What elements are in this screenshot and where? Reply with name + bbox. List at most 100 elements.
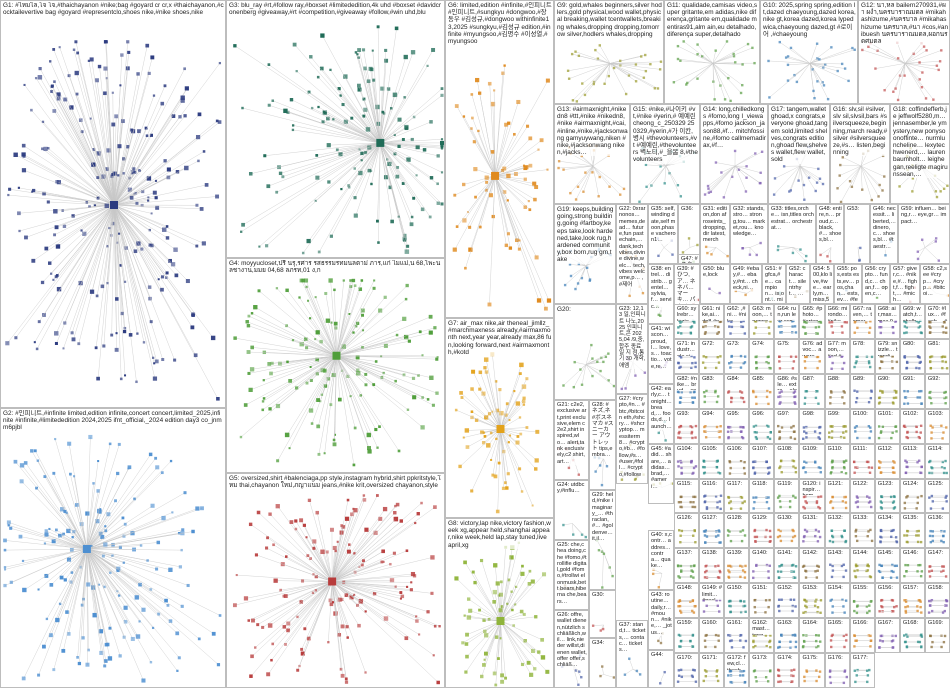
- edge: [336, 280, 375, 356]
- edge: [480, 372, 501, 430]
- edge: [494, 101, 519, 176]
- node: [803, 535, 807, 538]
- edge: [113, 68, 185, 206]
- node: [323, 452, 326, 455]
- edge: [583, 165, 594, 192]
- node: [104, 525, 107, 528]
- node: [291, 124, 295, 127]
- node: [753, 61, 756, 65]
- edge: [331, 510, 356, 582]
- edge: [102, 204, 115, 287]
- node: [766, 435, 770, 439]
- node: [624, 92, 628, 96]
- node: [854, 529, 857, 532]
- node: [466, 597, 471, 601]
- group-label: G30:: [592, 592, 614, 599]
- node: [727, 495, 731, 499]
- node: [284, 555, 288, 558]
- node: [767, 361, 771, 365]
- edge: [39, 77, 115, 206]
- node: [195, 203, 199, 207]
- cluster-graph: [659, 670, 666, 685]
- edge: [860, 165, 885, 177]
- edge: [494, 123, 509, 176]
- node: [546, 298, 552, 303]
- node: [484, 633, 489, 638]
- node: [878, 460, 882, 464]
- node: [243, 403, 248, 407]
- node: [934, 240, 937, 243]
- node: [830, 361, 834, 365]
- node: [902, 575, 906, 578]
- node: [263, 154, 267, 158]
- cluster-graph: [802, 529, 822, 543]
- node: [924, 97, 928, 100]
- node: [855, 355, 858, 358]
- node: [8, 187, 12, 191]
- node: [316, 75, 320, 79]
- cluster-graph: [677, 495, 697, 508]
- edge: [712, 43, 749, 64]
- node: [218, 61, 222, 65]
- edge: [336, 318, 405, 356]
- edge: [454, 175, 496, 196]
- group-panel-g53: G53:: [844, 204, 870, 264]
- node: [741, 565, 744, 568]
- node: [315, 175, 320, 180]
- group-label: G58: c2,see #cryp… #cryp… #bitcoi…: [923, 266, 948, 298]
- node: [361, 346, 364, 349]
- node: [918, 78, 921, 81]
- node: [94, 78, 99, 83]
- node: [178, 565, 183, 569]
- node: [325, 550, 329, 554]
- node: [262, 397, 266, 400]
- node: [607, 74, 610, 78]
- node: [504, 481, 507, 485]
- group-label: G77: moon,… #ad,#… theso…: [827, 340, 848, 356]
- node: [844, 471, 847, 475]
- group-panel-g40: G40: x,contr… addres… contra… quake…: [648, 530, 674, 590]
- node: [115, 297, 119, 301]
- node: [52, 278, 55, 281]
- edge: [113, 204, 120, 234]
- node: [704, 541, 707, 545]
- edge: [492, 354, 501, 430]
- node: [308, 408, 314, 413]
- edge: [86, 548, 134, 640]
- group-label: G89:: [852, 375, 873, 383]
- group-label: G111:: [852, 445, 873, 452]
- cluster-graph: [703, 149, 764, 199]
- node: [680, 569, 683, 573]
- edge: [380, 142, 414, 199]
- node: [400, 594, 405, 599]
- edge: [86, 548, 154, 629]
- node: [690, 460, 693, 463]
- node: [63, 509, 67, 513]
- edge: [68, 548, 88, 634]
- edge: [325, 112, 381, 144]
- group-panel-g11: G11: qualidade,camisas video,super grita…: [664, 0, 760, 104]
- node: [312, 546, 316, 550]
- edge: [76, 93, 115, 206]
- edge: [57, 204, 115, 276]
- edge: [851, 165, 862, 187]
- node: [346, 636, 349, 639]
- node: [585, 266, 589, 270]
- node: [576, 282, 580, 285]
- node: [168, 567, 173, 572]
- node: [755, 402, 758, 405]
- node: [818, 565, 821, 569]
- node: [702, 530, 706, 534]
- node: [918, 436, 921, 439]
- edge: [494, 175, 530, 210]
- group-label: G19: keeps,building going,strong buildin…: [557, 206, 614, 264]
- node: [421, 396, 424, 399]
- edge: [313, 548, 333, 582]
- node: [568, 263, 572, 266]
- edge: [328, 142, 381, 183]
- edge: [792, 247, 807, 257]
- node: [803, 320, 807, 324]
- node: [136, 72, 140, 76]
- edge: [577, 265, 587, 284]
- node: [491, 473, 495, 477]
